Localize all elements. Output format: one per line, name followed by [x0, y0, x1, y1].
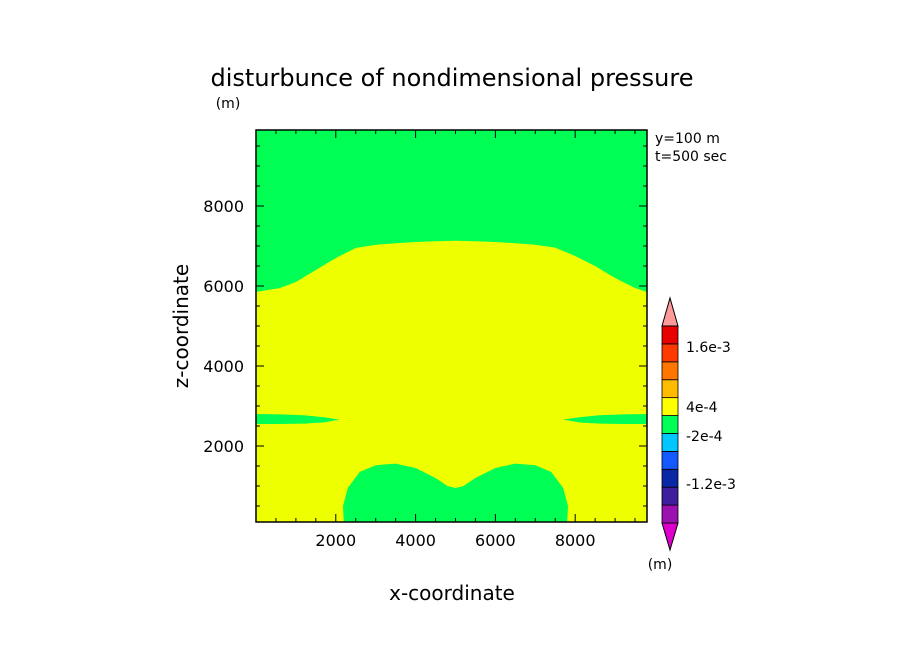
x-axis-label: x-coordinate [389, 581, 515, 605]
colorbar-swatch [661, 379, 679, 399]
x-tick-label: 4000 [395, 531, 436, 550]
contour-region-right-lens [563, 414, 647, 424]
colorbar-swatch [661, 325, 679, 345]
contour-region-bottom-lobes [343, 463, 568, 522]
colorbar-swatch [661, 397, 679, 416]
colorbar-swatch [661, 468, 679, 488]
y-axis-label: z-coordinate [169, 264, 193, 388]
colorbar-swatch [661, 486, 679, 506]
colorbar-max-arrow [661, 296, 679, 327]
colorbar-swatch [661, 504, 679, 524]
colorbar-swatch [661, 433, 679, 452]
colorbar-swatch [661, 450, 679, 470]
y-tick-label: 4000 [203, 357, 244, 376]
colorbar [661, 296, 679, 552]
colorbar-label-2: 4e-4 [686, 400, 718, 416]
plot-area [256, 130, 647, 522]
colorbar-label-3: -2e-4 [686, 429, 723, 445]
x-tick-label: 2000 [315, 531, 356, 550]
x-unit-label: (m) [216, 96, 241, 112]
x-tick-label: 8000 [555, 531, 596, 550]
annotation-t: t=500 sec [655, 149, 727, 165]
colorbar-swatch [661, 415, 679, 434]
x-tick-label: 6000 [475, 531, 516, 550]
contour-region-upper-green [256, 130, 647, 292]
y-tick-label: 2000 [203, 437, 244, 456]
axis-ticks: 2000 4000 6000 8000 2000 4000 6000 8000 [203, 130, 647, 550]
contour-region-left-lens [256, 414, 340, 424]
colorbar-label-4: -1.2e-3 [686, 477, 736, 493]
colorbar-swatch [661, 343, 679, 363]
y-tick-label: 8000 [203, 197, 244, 216]
annotation-y: y=100 m [655, 131, 720, 147]
colorbar-label-1: 1.6e-3 [686, 340, 731, 356]
colorbar-unit: (m) [648, 557, 673, 573]
y-tick-label: 6000 [203, 277, 244, 296]
chart-title: disturbunce of nondimensional pressure [211, 64, 694, 92]
colorbar-swatch [661, 361, 679, 381]
colorbar-min-arrow [661, 522, 679, 552]
